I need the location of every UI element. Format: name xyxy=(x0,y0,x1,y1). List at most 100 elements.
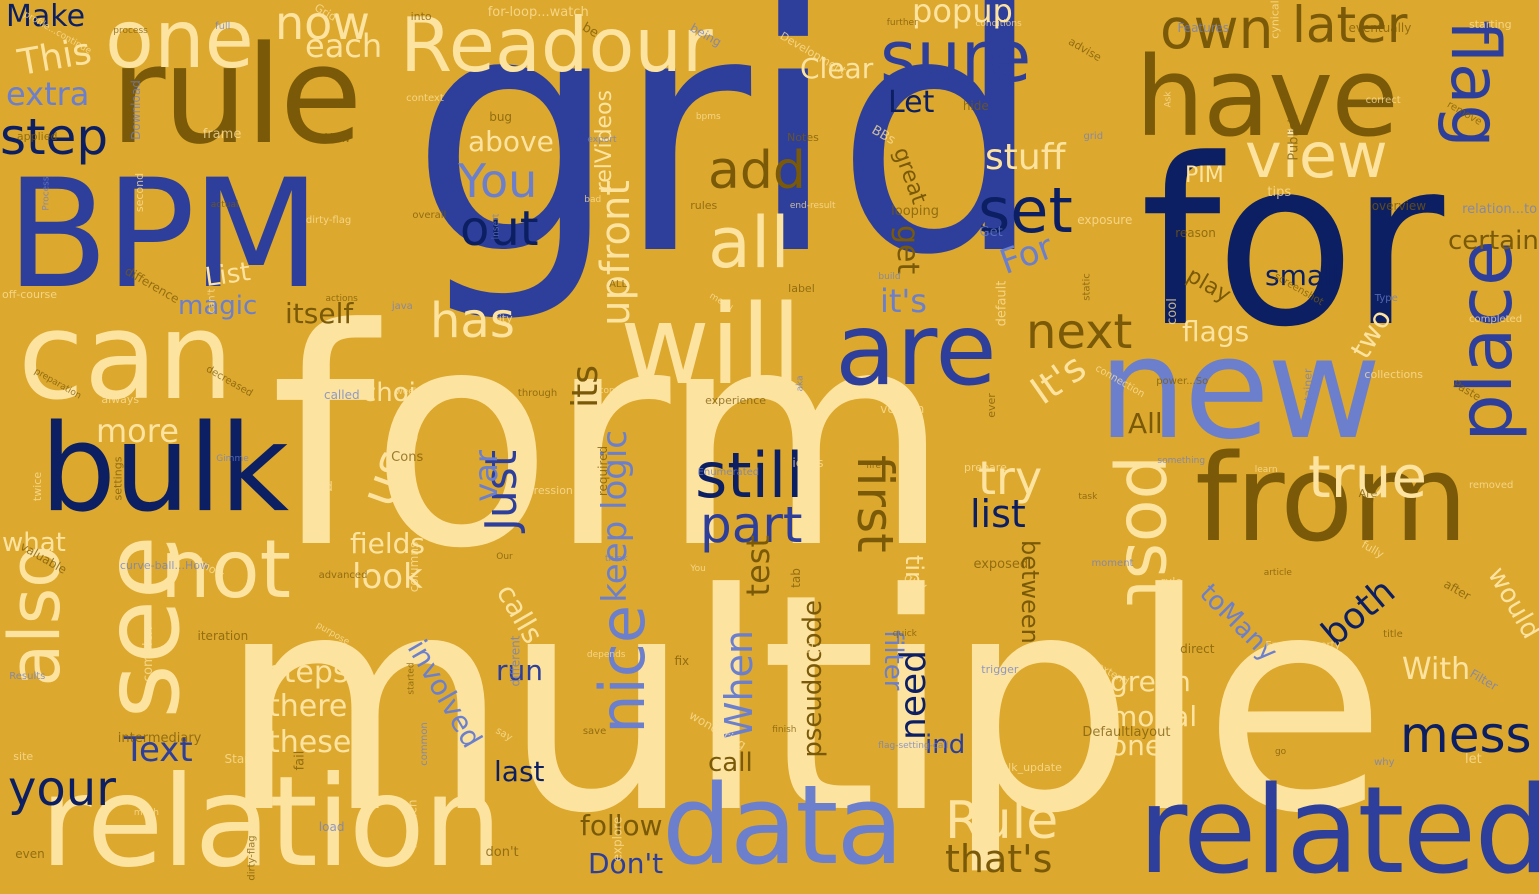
word-later: later xyxy=(1292,0,1408,54)
word-one: one xyxy=(105,0,254,86)
word-bulk: bulk xyxy=(40,400,289,539)
tiny-word: second xyxy=(133,172,147,212)
word-have: have xyxy=(1135,33,1399,161)
word-all2: All xyxy=(1128,407,1163,440)
word-out: out xyxy=(460,201,539,257)
word-green: green xyxy=(1110,665,1191,698)
tiny-word: process xyxy=(113,25,148,36)
tiny-word: tips xyxy=(1267,185,1292,201)
tiny-word: finish xyxy=(772,725,797,736)
tiny-word: Ask xyxy=(1163,91,1174,108)
tiny-word: prepare xyxy=(964,461,1007,475)
tiny-word: something xyxy=(1157,456,1206,467)
word-flags: flags xyxy=(1182,315,1250,348)
tiny-word: Enum-property xyxy=(1265,639,1341,651)
word-extra: extra xyxy=(6,75,90,113)
word-popup: popup xyxy=(912,0,1013,30)
tiny-word: bulk_update xyxy=(994,760,1062,774)
tiny-word: fix xyxy=(674,653,690,668)
word-try: try xyxy=(978,451,1043,505)
tiny-word: settings xyxy=(111,456,125,501)
tiny-word: conditions xyxy=(975,18,1022,29)
word-mess: mess xyxy=(1400,706,1532,764)
word-for: for xyxy=(1140,111,1444,378)
tiny-word: grid xyxy=(1083,131,1104,143)
tiny-word: overview xyxy=(1371,199,1427,214)
word-itself: itself xyxy=(285,297,354,330)
tiny-word: expression xyxy=(513,483,573,497)
word-let: Let xyxy=(888,85,935,120)
word-fields: fields xyxy=(350,527,426,560)
tiny-word: hide xyxy=(962,99,989,114)
word-can: can xyxy=(18,288,234,427)
tiny-word: dirty-flag xyxy=(305,214,352,226)
word-test: test xyxy=(739,535,777,597)
tiny-word: Process xyxy=(41,176,52,211)
tiny-word: article xyxy=(1263,567,1292,578)
word-look: look xyxy=(352,557,423,597)
tiny-word: explore xyxy=(610,816,625,861)
word-ind: ind xyxy=(925,730,966,760)
word-follow: follow xyxy=(580,809,663,842)
tiny-word: intermediary xyxy=(117,731,202,747)
tiny-word: city xyxy=(492,311,513,325)
tiny-word: much xyxy=(133,807,159,818)
word-true: true xyxy=(1308,443,1428,511)
tiny-word: advanced xyxy=(318,570,368,582)
tiny-word: full xyxy=(215,21,231,33)
tiny-word: Features xyxy=(1177,20,1230,35)
word-list-cap: List xyxy=(203,256,253,294)
word-nice: nice xyxy=(586,605,659,734)
tiny-word: rules xyxy=(690,198,718,212)
tiny-word: through xyxy=(517,387,558,399)
tiny-word: further xyxy=(886,17,918,28)
tiny-word: context xyxy=(406,93,444,105)
word-modal: modal xyxy=(1110,700,1198,733)
tiny-word: static xyxy=(1081,273,1093,301)
word-when: When xyxy=(717,630,761,740)
tiny-word: icons xyxy=(792,456,824,471)
word-clear: Clear xyxy=(800,52,874,85)
tiny-word: Notes xyxy=(787,131,819,145)
tiny-word: Start xyxy=(224,751,254,766)
tiny-word: Defaultlayout xyxy=(1082,724,1171,740)
tiny-word: correct xyxy=(1365,94,1401,106)
tiny-word: twice xyxy=(30,471,44,501)
tiny-word: moment xyxy=(1091,557,1134,569)
word-choice: choice xyxy=(362,378,447,408)
word-now: now xyxy=(275,0,370,50)
word-related: related xyxy=(1138,762,1539,894)
word-readour: Readour xyxy=(400,1,713,89)
word-you: You xyxy=(458,154,538,208)
tiny-word: cool xyxy=(1164,297,1180,325)
word-rule: rule xyxy=(110,17,363,174)
tiny-word: load xyxy=(318,820,345,835)
tiny-word: removed xyxy=(1469,480,1514,492)
tiny-word: end-result xyxy=(789,200,836,211)
tiny-word: weekend xyxy=(395,386,436,397)
word-pseudocode: pseudocode xyxy=(798,600,828,758)
word-list: list xyxy=(970,492,1026,536)
tiny-word: actions xyxy=(325,294,358,305)
tiny-word: exposure xyxy=(1077,213,1133,228)
tiny-word: Results xyxy=(9,671,46,683)
word-ones: ones xyxy=(1110,729,1177,762)
word-set: set xyxy=(978,174,1073,247)
word-these: these xyxy=(268,725,352,760)
word-certain: certain xyxy=(1448,226,1539,256)
word-between: between xyxy=(1016,540,1044,644)
tiny-word: required xyxy=(596,445,610,496)
tiny-word: power...So xyxy=(1156,376,1209,388)
word-stuff: stuff xyxy=(985,137,1066,178)
word-each: each xyxy=(305,27,383,65)
tiny-word: trigger xyxy=(981,662,1019,676)
word-grid: grid xyxy=(410,0,1044,327)
tiny-word: eventually xyxy=(1348,21,1412,36)
tiny-word: Gimme xyxy=(216,454,249,465)
tiny-word: You xyxy=(690,563,706,574)
word-thats: that's xyxy=(945,837,1053,881)
tiny-word: task xyxy=(1078,492,1098,503)
word-place: place xyxy=(1441,240,1529,442)
word-would: would xyxy=(1481,561,1539,645)
tiny-word: go xyxy=(1274,747,1287,758)
